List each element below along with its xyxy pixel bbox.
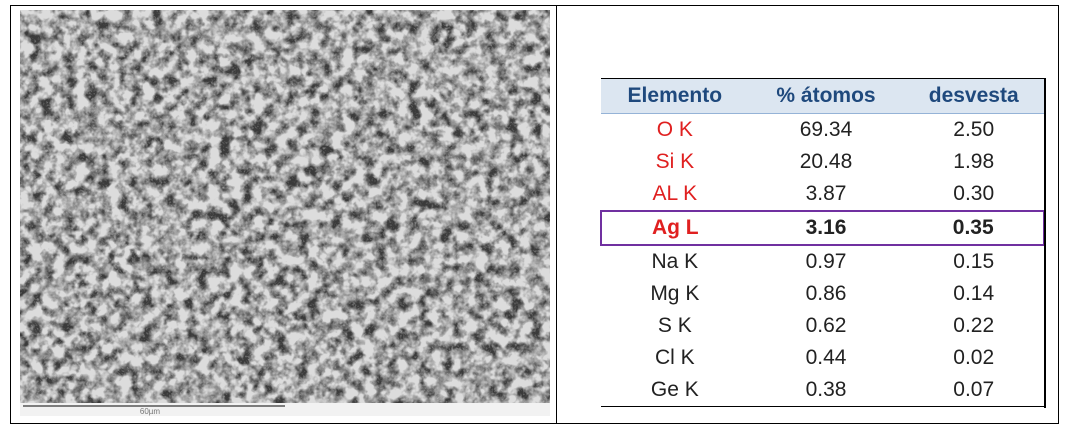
value-cell: 3.87 xyxy=(805,182,847,205)
figure-frame xyxy=(10,5,1059,424)
header-cell: Elemento xyxy=(601,78,749,114)
table-row: O K 69.34 2.50 xyxy=(601,114,1044,147)
element-cell: Mg K xyxy=(650,282,700,305)
sem-grains xyxy=(20,10,550,416)
element-cell: O K xyxy=(656,118,693,141)
table-row: Si K 20.48 1.98 xyxy=(601,146,1044,178)
value-cell: 0.86 xyxy=(805,282,847,305)
element-cell: Ge K xyxy=(601,374,749,407)
element-cell: Cl K xyxy=(654,346,695,369)
value-cell: 2.50 xyxy=(953,118,995,141)
header-cell: % átomos xyxy=(748,78,904,114)
header-row: Elemento % átomos desvesta xyxy=(601,78,1044,114)
value-cell: 69.34 xyxy=(799,118,853,141)
value-cell: 0.38 xyxy=(748,374,904,407)
table-body: O K 69.34 2.50 Si K 20.48 1.98 AL K 3.87 0.30 Ag … xyxy=(600,114,1045,407)
divider xyxy=(556,5,557,424)
element-cell: AL K xyxy=(652,182,698,205)
value-cell: 1.98 xyxy=(953,150,995,173)
eds-table: Elemento % átomos desvesta O K 69.34 2.50 S… xyxy=(600,78,1045,407)
value-cell: 0.02 xyxy=(953,346,995,369)
value-cell: 0.35 xyxy=(903,210,1045,246)
table-row: Ge K 0.38 0.07 xyxy=(601,374,1044,407)
table-border xyxy=(1044,78,1046,408)
value-cell: 0.97 xyxy=(805,250,847,273)
value-cell: 20.48 xyxy=(799,150,853,173)
scale-strip xyxy=(20,403,550,416)
value-cell: 0.14 xyxy=(953,282,995,305)
element-cell: S K xyxy=(657,314,692,337)
element-cell: Ag L xyxy=(600,210,749,246)
element-cell: Na K xyxy=(651,250,699,273)
table-row: Mg K 0.86 0.14 xyxy=(601,278,1044,310)
value-cell: 0.30 xyxy=(953,182,995,205)
table-row: Cl K 0.44 0.02 xyxy=(601,342,1044,374)
table-row: Ag L 3.16 0.35 xyxy=(600,210,1045,246)
table-row: S K 0.62 0.22 xyxy=(601,310,1044,342)
value-cell: 0.22 xyxy=(953,314,995,337)
header-cell: desvesta xyxy=(903,78,1044,114)
value-cell: 0.62 xyxy=(805,314,847,337)
scale-label: 60µm xyxy=(140,407,161,416)
table-row: AL K 3.87 0.30 xyxy=(601,178,1044,211)
sem-image: 60µm xyxy=(20,10,550,416)
value-cell: 0.15 xyxy=(953,250,995,273)
table-row: Na K 0.97 0.15 xyxy=(601,245,1044,278)
element-cell: Si K xyxy=(655,150,695,173)
value-cell: 0.44 xyxy=(805,346,847,369)
value-cell: 3.16 xyxy=(748,210,904,246)
value-cell: 0.07 xyxy=(903,374,1044,407)
